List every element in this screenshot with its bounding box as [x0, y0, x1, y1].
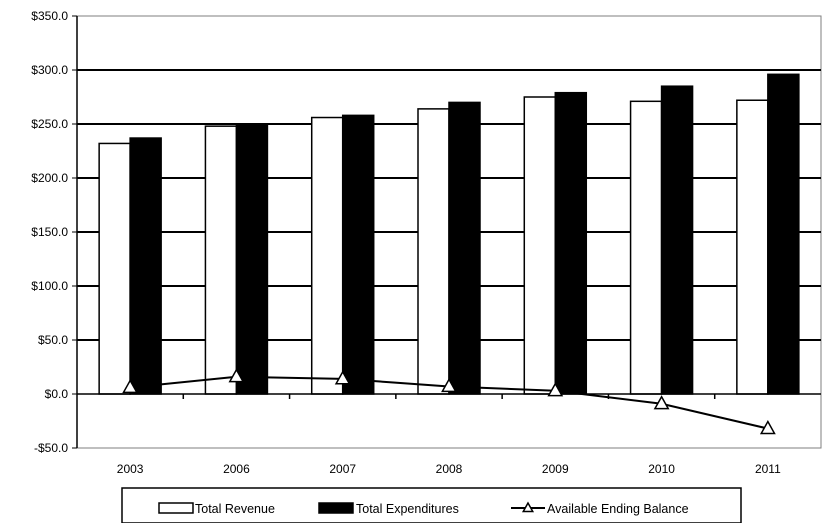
- legend-expenditures-swatch: [318, 502, 354, 514]
- y-tick-label: $100.0: [31, 279, 68, 293]
- balance-point: [759, 420, 776, 435]
- expenditure-bar: [235, 124, 269, 395]
- legend: Total Revenue Total Expenditures Available…: [121, 487, 742, 524]
- revenue-bar: [629, 100, 663, 395]
- expenditure-bar: [129, 137, 162, 395]
- revenue-bar: [204, 125, 238, 395]
- balance-point: [122, 378, 139, 394]
- x-tick-label: 2010: [648, 462, 675, 476]
- revenue-bar: [523, 96, 557, 395]
- expenditure-bar: [341, 114, 375, 395]
- y-tick-label: -$50.0: [34, 441, 68, 455]
- tick-labels: $350.0 $300.0 $250.0 $200.0 $150.0 $100.0 $50.…: [31, 9, 781, 476]
- y-tick-label: $250.0: [31, 117, 68, 131]
- balance-point: [228, 368, 245, 383]
- y-tick-label: $200.0: [31, 171, 68, 185]
- revenue-bar: [736, 99, 769, 395]
- x-tick-label: 2008: [436, 462, 463, 476]
- balance-point: [334, 370, 351, 385]
- bars: [98, 73, 800, 395]
- balance-point: [653, 395, 670, 410]
- expenditure-bar: [448, 101, 481, 395]
- x-tick-label: 2007: [329, 462, 356, 476]
- y-tick-label: $350.0: [31, 9, 68, 23]
- y-tick-label: $50.0: [38, 333, 68, 347]
- revenue-bar: [98, 142, 131, 395]
- x-tick-label: 2009: [542, 462, 569, 476]
- legend-balance-label: Available Ending Balance: [547, 502, 689, 516]
- x-tick-label: 2003: [117, 462, 144, 476]
- revenue-bar: [310, 116, 344, 395]
- y-tick-label: $0.0: [45, 387, 69, 401]
- expenditure-bar: [660, 85, 694, 395]
- expenditure-bar: [554, 91, 588, 395]
- legend-expenditures-label: Total Expenditures: [356, 502, 459, 516]
- balance-line: [122, 368, 776, 435]
- legend-revenue-label: Total Revenue: [195, 502, 275, 516]
- gridlines: [76, 15, 822, 449]
- y-tick-label: $150.0: [31, 225, 68, 239]
- revenue-bar: [417, 108, 450, 395]
- x-tick-label: 2006: [223, 462, 250, 476]
- y-tick-label: $300.0: [31, 63, 68, 77]
- balance-point: [547, 382, 564, 397]
- legend-revenue-swatch: [158, 502, 194, 514]
- expenditure-bar: [767, 73, 800, 395]
- x-tick-label: 2011: [755, 462, 781, 476]
- legend-balance-marker: [521, 501, 535, 513]
- balance-point: [441, 377, 457, 393]
